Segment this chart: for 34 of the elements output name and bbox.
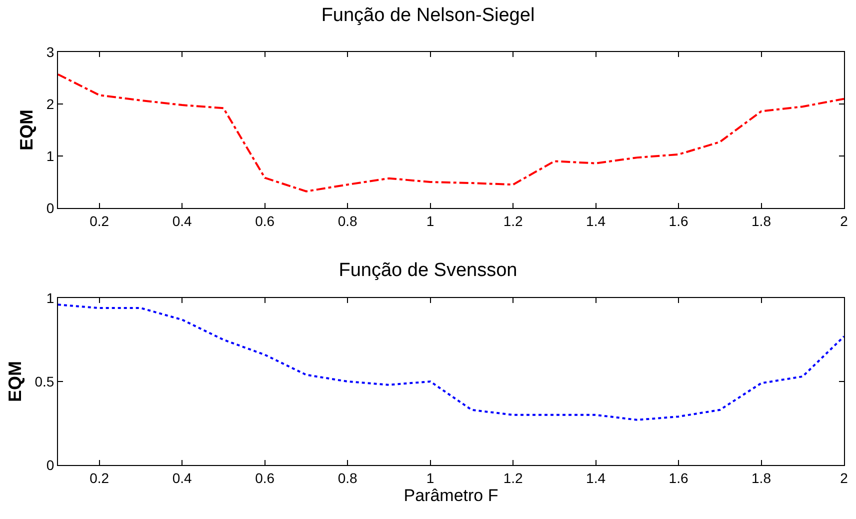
x-tick-label: 1.8 <box>752 470 772 486</box>
y-tick-label: 0.5 <box>34 373 54 390</box>
x-tick-label: 2 <box>840 212 848 229</box>
x-tick-label: 0.4 <box>172 212 192 229</box>
y-tick-label: 1 <box>46 290 54 306</box>
x-tick-label: 1 <box>426 212 434 229</box>
x-axis-title: Parâmetro F <box>404 486 498 506</box>
x-tick-label: 1.6 <box>668 470 688 486</box>
x-tick-label: 1.8 <box>752 212 772 229</box>
x-tick-label: 1.4 <box>586 470 606 486</box>
x-tick-label: 0.6 <box>255 470 275 486</box>
x-tick-label: 0.2 <box>90 212 110 229</box>
y-tick-label: 1 <box>46 148 54 164</box>
line-series <box>58 304 844 421</box>
x-tick-label: 2 <box>840 470 848 486</box>
x-tick-label: 1 <box>426 470 434 486</box>
y-tick-label: 0 <box>46 200 54 216</box>
x-tick-label: 0.8 <box>338 470 358 486</box>
x-tick-label: 1.2 <box>503 212 523 229</box>
x-tick-label: 1.4 <box>586 212 606 229</box>
chart-title: Função de Svensson <box>338 260 518 282</box>
x-tick-label: 0.2 <box>90 470 110 486</box>
x-tick-label: 0.8 <box>338 212 358 229</box>
line-series <box>58 73 844 192</box>
y-axis-title: EQM <box>4 360 25 402</box>
y-tick-label: 3 <box>46 44 54 60</box>
y-tick-label: 0 <box>46 456 54 473</box>
y-tick-label: 2 <box>46 96 54 112</box>
y-axis-title: EQM <box>16 109 37 151</box>
x-tick-label: 1.2 <box>503 470 523 486</box>
x-tick-label: 0.6 <box>255 212 275 229</box>
x-tick-label: 0.4 <box>172 470 192 486</box>
chart-title: Função de Nelson-Siegel <box>321 4 535 26</box>
x-tick-label: 1.6 <box>668 212 688 229</box>
